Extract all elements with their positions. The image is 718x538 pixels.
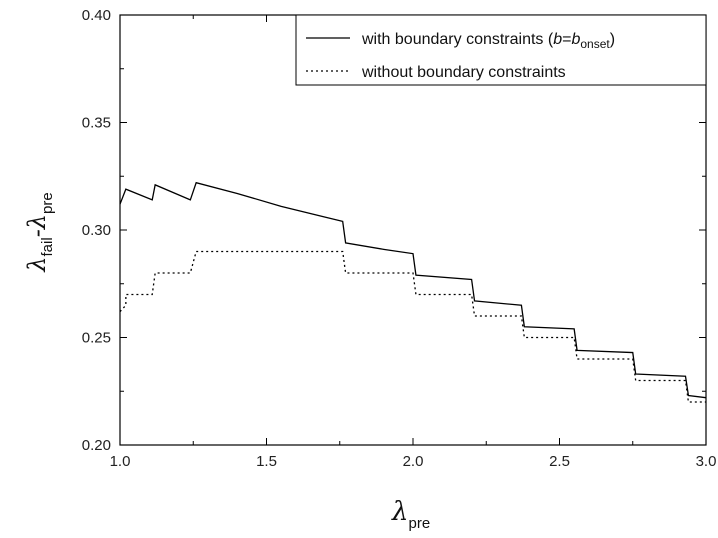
y-tick-label: 0.35 [82, 115, 111, 132]
legend-label-with-constraints: with boundary constraints (b=bonset) [361, 31, 615, 51]
x-tick-label: 1.5 [256, 453, 277, 470]
y-axis-title: λfail-λpre [23, 192, 56, 272]
y-tick-label: 0.30 [82, 222, 111, 239]
y-tick-label: 0.20 [82, 437, 111, 454]
y-axis-title-part: fail [39, 237, 56, 256]
y-tick-label: 0.40 [82, 7, 111, 24]
legend: with boundary constraints (b=bonset) wit… [295, 14, 707, 86]
y-tick-label: 0.25 [82, 330, 111, 347]
series-line-without-constraints [119, 250, 706, 403]
x-tick-label: 3.0 [696, 453, 717, 470]
x-axis-title-sub: pre [408, 515, 430, 532]
x-axis-title: λpre [391, 497, 430, 532]
y-axis-title-part: -λ [23, 214, 51, 237]
legend-label-without-constraints: without boundary constraints [361, 64, 566, 81]
x-axis-title-main: λ [391, 497, 408, 527]
y-axis-title-part: pre [39, 192, 56, 214]
x-tick-label: 1.0 [110, 453, 131, 470]
legend-box [295, 14, 707, 86]
x-tick-label: 2.5 [549, 453, 570, 470]
y-axis-title-part: λ [23, 256, 51, 272]
x-tick-label: 2.0 [403, 453, 424, 470]
series-line-with-constraints [119, 181, 707, 399]
series-layer [119, 181, 707, 403]
ticks-layer: 1.0 1.5 2.0 2.5 3.0 0.20 0.25 0.30 0.35 0.40 [82, 7, 717, 470]
